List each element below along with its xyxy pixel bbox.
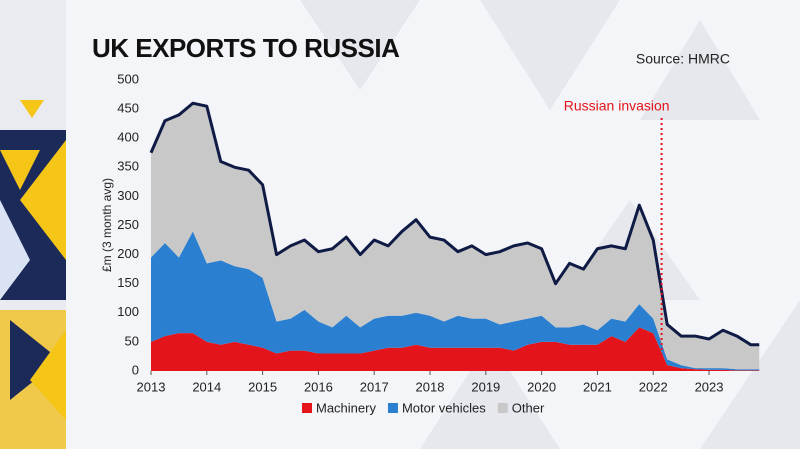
legend-swatch (497, 403, 508, 413)
x-tick-label: 2023 (695, 379, 724, 394)
x-tick-label: 2019 (471, 379, 500, 394)
y-tick-label: 50 (125, 333, 139, 348)
area (151, 231, 760, 371)
x-tick-label: 2021 (583, 379, 612, 394)
annotation-label: Russian invasion (564, 98, 670, 114)
y-tick-label: 100 (117, 304, 139, 319)
area (151, 327, 760, 371)
y-tick-label: 500 (117, 71, 139, 86)
x-tick-label: 2018 (416, 379, 445, 394)
y-tick-label: 350 (117, 159, 139, 174)
y-tick-label: 150 (117, 275, 139, 290)
legend-swatch (302, 403, 312, 413)
x-tick-label: 2016 (304, 379, 333, 394)
y-tick-label: 450 (117, 101, 139, 116)
y-tick-label: 400 (117, 130, 139, 145)
legend: Machinery Motor vehicles Other (302, 400, 545, 415)
y-axis-label: £m (3 month avg) (100, 178, 114, 272)
y-tick-label: 250 (117, 217, 139, 232)
y-tick-label: 300 (117, 188, 139, 203)
chart-title: UK EXPORTS TO RUSSIA (92, 33, 400, 63)
y-tick-label: 200 (117, 246, 139, 261)
x-tick-label: 2017 (360, 379, 389, 394)
x-tick-label: 2022 (639, 379, 668, 394)
source: Source: HMRC (636, 51, 730, 67)
x-tick-label: 2020 (527, 379, 556, 394)
legend-swatch (387, 403, 398, 413)
legend-label: Machinery (316, 400, 376, 415)
total-line (149, 101, 760, 347)
legend-label: Motor vehicles (402, 400, 486, 415)
side-decoration (0, 0, 66, 449)
legend-label: Other (512, 400, 545, 415)
x-tick-label: 2015 (248, 379, 277, 394)
area (151, 103, 760, 370)
x-tick-label: 2013 (137, 379, 166, 394)
x-tick-label: 2014 (192, 379, 221, 394)
y-tick-label: 0 (132, 362, 139, 377)
